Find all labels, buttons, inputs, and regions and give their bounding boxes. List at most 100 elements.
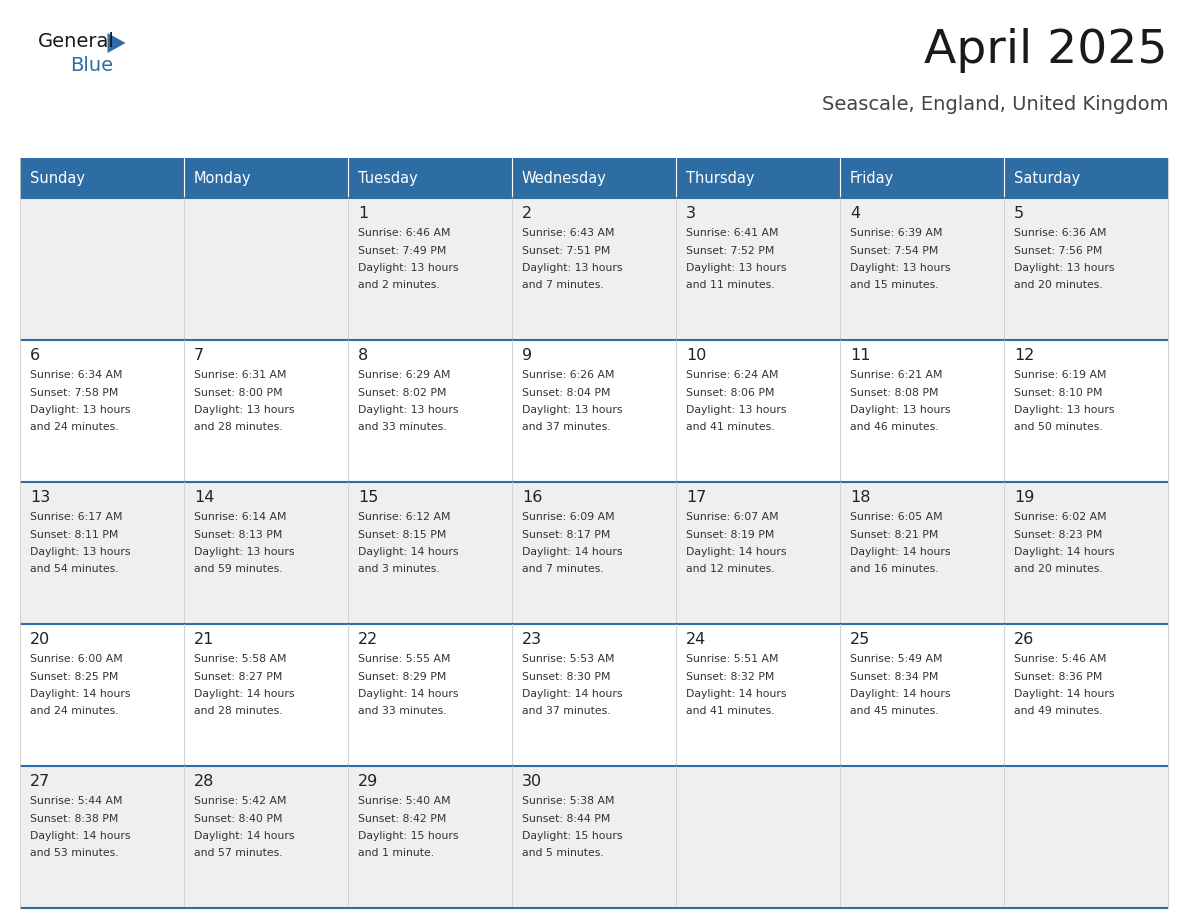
- Text: 28: 28: [194, 774, 214, 789]
- Text: Daylight: 14 hours: Daylight: 14 hours: [522, 689, 623, 699]
- Text: and 16 minutes.: and 16 minutes.: [849, 565, 939, 575]
- Text: Sunset: 8:42 PM: Sunset: 8:42 PM: [358, 813, 447, 823]
- Text: 26: 26: [1015, 632, 1035, 647]
- Text: Sunset: 8:30 PM: Sunset: 8:30 PM: [522, 671, 611, 681]
- Text: Sunrise: 5:46 AM: Sunrise: 5:46 AM: [1015, 654, 1106, 664]
- Text: 7: 7: [194, 348, 204, 363]
- Text: Sunrise: 5:40 AM: Sunrise: 5:40 AM: [358, 796, 450, 806]
- Text: 10: 10: [685, 348, 707, 363]
- Text: Daylight: 14 hours: Daylight: 14 hours: [30, 831, 131, 841]
- Text: 15: 15: [358, 490, 378, 505]
- Text: Sunrise: 6:19 AM: Sunrise: 6:19 AM: [1015, 370, 1106, 380]
- Text: 8: 8: [358, 348, 368, 363]
- Text: 14: 14: [194, 490, 214, 505]
- Bar: [20, 340, 1168, 482]
- Text: and 11 minutes.: and 11 minutes.: [685, 281, 775, 290]
- Text: Sunrise: 6:05 AM: Sunrise: 6:05 AM: [849, 512, 942, 522]
- Text: 13: 13: [30, 490, 50, 505]
- Text: Sunrise: 6:31 AM: Sunrise: 6:31 AM: [194, 370, 286, 380]
- Text: Sunrise: 5:49 AM: Sunrise: 5:49 AM: [849, 654, 942, 664]
- Text: Sunrise: 5:38 AM: Sunrise: 5:38 AM: [522, 796, 614, 806]
- Text: Sunset: 8:06 PM: Sunset: 8:06 PM: [685, 387, 775, 397]
- Text: Sunrise: 6:14 AM: Sunrise: 6:14 AM: [194, 512, 286, 522]
- Text: Daylight: 14 hours: Daylight: 14 hours: [1015, 547, 1114, 557]
- Text: Thursday: Thursday: [685, 171, 754, 185]
- Text: and 46 minutes.: and 46 minutes.: [849, 422, 939, 432]
- Text: and 33 minutes.: and 33 minutes.: [358, 707, 447, 717]
- Text: 27: 27: [30, 774, 50, 789]
- Text: Sunrise: 5:51 AM: Sunrise: 5:51 AM: [685, 654, 778, 664]
- Text: Sunset: 8:15 PM: Sunset: 8:15 PM: [358, 530, 447, 540]
- Text: Daylight: 13 hours: Daylight: 13 hours: [1015, 263, 1114, 273]
- Text: Sunset: 7:58 PM: Sunset: 7:58 PM: [30, 387, 119, 397]
- Text: and 50 minutes.: and 50 minutes.: [1015, 422, 1102, 432]
- Text: 6: 6: [30, 348, 40, 363]
- Text: and 24 minutes.: and 24 minutes.: [30, 707, 119, 717]
- Bar: [20, 624, 1168, 766]
- Text: Sunset: 7:54 PM: Sunset: 7:54 PM: [849, 245, 939, 255]
- Text: Daylight: 14 hours: Daylight: 14 hours: [685, 547, 786, 557]
- Text: Daylight: 13 hours: Daylight: 13 hours: [30, 547, 131, 557]
- Text: 29: 29: [358, 774, 378, 789]
- Text: Sunset: 8:34 PM: Sunset: 8:34 PM: [849, 671, 939, 681]
- Text: Sunset: 8:10 PM: Sunset: 8:10 PM: [1015, 387, 1102, 397]
- Text: Sunrise: 5:44 AM: Sunrise: 5:44 AM: [30, 796, 122, 806]
- Text: Sunset: 7:52 PM: Sunset: 7:52 PM: [685, 245, 775, 255]
- Text: Daylight: 15 hours: Daylight: 15 hours: [522, 831, 623, 841]
- Bar: [20, 198, 1168, 340]
- Text: and 28 minutes.: and 28 minutes.: [194, 707, 283, 717]
- Text: and 7 minutes.: and 7 minutes.: [522, 281, 604, 290]
- Text: Sunrise: 6:43 AM: Sunrise: 6:43 AM: [522, 228, 614, 238]
- Text: 9: 9: [522, 348, 532, 363]
- Bar: [840, 158, 1004, 198]
- Text: Daylight: 13 hours: Daylight: 13 hours: [849, 405, 950, 415]
- Text: 5: 5: [1015, 206, 1024, 221]
- Text: Sunset: 8:38 PM: Sunset: 8:38 PM: [30, 813, 119, 823]
- Text: Sunset: 7:56 PM: Sunset: 7:56 PM: [1015, 245, 1102, 255]
- Text: Sunrise: 6:39 AM: Sunrise: 6:39 AM: [849, 228, 942, 238]
- Text: and 1 minute.: and 1 minute.: [358, 848, 434, 858]
- Text: Daylight: 13 hours: Daylight: 13 hours: [1015, 405, 1114, 415]
- Text: Daylight: 14 hours: Daylight: 14 hours: [358, 547, 459, 557]
- Text: 2: 2: [522, 206, 532, 221]
- Text: Friday: Friday: [849, 171, 895, 185]
- Text: Sunrise: 6:34 AM: Sunrise: 6:34 AM: [30, 370, 122, 380]
- Text: Daylight: 14 hours: Daylight: 14 hours: [194, 831, 295, 841]
- Text: Daylight: 14 hours: Daylight: 14 hours: [849, 689, 950, 699]
- Text: and 7 minutes.: and 7 minutes.: [522, 565, 604, 575]
- Text: Sunset: 7:51 PM: Sunset: 7:51 PM: [522, 245, 611, 255]
- Text: Daylight: 13 hours: Daylight: 13 hours: [358, 263, 459, 273]
- Bar: [512, 158, 676, 198]
- Text: Daylight: 13 hours: Daylight: 13 hours: [358, 405, 459, 415]
- Text: Sunset: 8:13 PM: Sunset: 8:13 PM: [194, 530, 283, 540]
- Bar: [20, 482, 1168, 624]
- Text: Daylight: 13 hours: Daylight: 13 hours: [522, 263, 623, 273]
- Text: Daylight: 13 hours: Daylight: 13 hours: [685, 405, 786, 415]
- Text: Sunset: 8:27 PM: Sunset: 8:27 PM: [194, 671, 283, 681]
- Text: Sunrise: 5:53 AM: Sunrise: 5:53 AM: [522, 654, 614, 664]
- Text: Sunrise: 5:55 AM: Sunrise: 5:55 AM: [358, 654, 450, 664]
- Text: 22: 22: [358, 632, 378, 647]
- Text: and 20 minutes.: and 20 minutes.: [1015, 281, 1102, 290]
- Text: Daylight: 14 hours: Daylight: 14 hours: [358, 689, 459, 699]
- Text: Sunset: 8:17 PM: Sunset: 8:17 PM: [522, 530, 611, 540]
- Text: Seascale, England, United Kingdom: Seascale, England, United Kingdom: [821, 95, 1168, 114]
- Text: 4: 4: [849, 206, 860, 221]
- Text: Sunrise: 5:58 AM: Sunrise: 5:58 AM: [194, 654, 286, 664]
- Text: Sunset: 8:32 PM: Sunset: 8:32 PM: [685, 671, 775, 681]
- Text: Sunrise: 6:07 AM: Sunrise: 6:07 AM: [685, 512, 778, 522]
- Text: 12: 12: [1015, 348, 1035, 363]
- Text: Sunrise: 6:09 AM: Sunrise: 6:09 AM: [522, 512, 614, 522]
- Text: Sunrise: 6:26 AM: Sunrise: 6:26 AM: [522, 370, 614, 380]
- Text: and 15 minutes.: and 15 minutes.: [849, 281, 939, 290]
- Text: Daylight: 14 hours: Daylight: 14 hours: [1015, 689, 1114, 699]
- Text: Daylight: 14 hours: Daylight: 14 hours: [849, 547, 950, 557]
- Text: Sunset: 8:04 PM: Sunset: 8:04 PM: [522, 387, 611, 397]
- Text: Sunrise: 6:24 AM: Sunrise: 6:24 AM: [685, 370, 778, 380]
- Text: 21: 21: [194, 632, 214, 647]
- Text: Daylight: 13 hours: Daylight: 13 hours: [194, 547, 295, 557]
- Text: and 59 minutes.: and 59 minutes.: [194, 565, 283, 575]
- Text: Sunset: 8:08 PM: Sunset: 8:08 PM: [849, 387, 939, 397]
- Text: and 53 minutes.: and 53 minutes.: [30, 848, 119, 858]
- Text: Daylight: 13 hours: Daylight: 13 hours: [522, 405, 623, 415]
